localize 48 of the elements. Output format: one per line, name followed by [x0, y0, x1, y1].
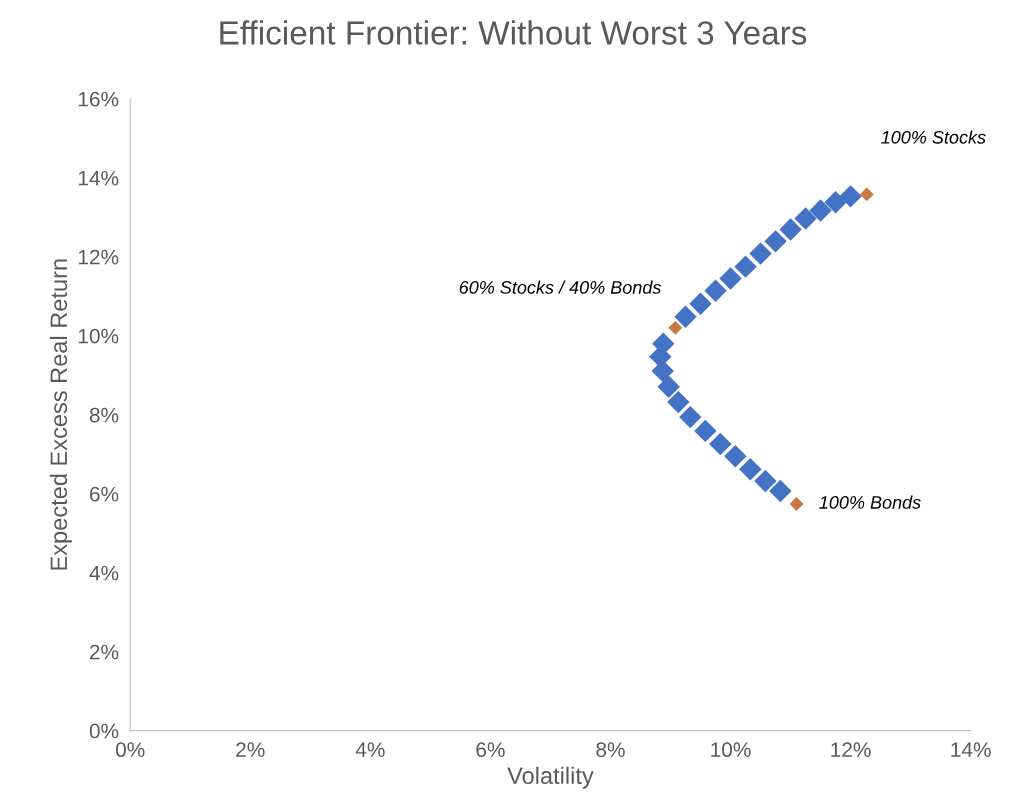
point — [652, 332, 675, 355]
point — [769, 479, 792, 503]
point — [824, 191, 847, 214]
y-tick-label: 14% — [78, 170, 119, 186]
point — [719, 267, 742, 290]
point — [657, 375, 680, 398]
point — [704, 279, 727, 302]
point — [859, 187, 874, 202]
point — [724, 444, 747, 468]
y-tick-label: 12% — [78, 249, 119, 265]
point — [679, 405, 702, 429]
y-axis-title: Expected Excess Real Return — [49, 259, 72, 570]
point — [674, 305, 697, 328]
point — [749, 242, 772, 265]
point — [667, 390, 690, 414]
point — [709, 432, 732, 456]
point — [689, 292, 712, 315]
y-tick-label: 2% — [90, 644, 119, 660]
y-tick-label: 10% — [78, 328, 119, 344]
y-tick-label: 6% — [90, 486, 119, 502]
point — [794, 207, 817, 230]
y-tick-label: 0% — [89, 723, 119, 739]
x-tick-label: 8% — [596, 742, 625, 758]
annotation: 100% Stocks — [881, 130, 986, 144]
point — [839, 185, 862, 208]
y-tick-label: 4% — [89, 565, 119, 581]
y-tick-label: 8% — [89, 407, 119, 423]
x-tick-label: 14% — [951, 742, 991, 757]
chart-title: Efficient Frontier: Without Worst 3 Years — [220, 20, 807, 45]
point — [694, 419, 717, 443]
y-tick-label: 16% — [78, 91, 119, 107]
x-tick-label: 12% — [831, 742, 871, 757]
point — [789, 497, 804, 511]
x-tick-label: 4% — [355, 742, 385, 757]
point — [754, 469, 777, 493]
x-tick-label: 10% — [711, 742, 751, 758]
point — [734, 255, 757, 278]
annotation: 100% Bonds — [819, 495, 921, 509]
point — [668, 320, 683, 335]
point — [809, 199, 832, 222]
point — [764, 230, 787, 253]
x-tick-label: 2% — [236, 742, 265, 757]
x-tick-label: 6% — [476, 742, 505, 758]
x-tick-label: 0% — [115, 742, 145, 758]
point — [739, 458, 762, 481]
point — [779, 218, 802, 241]
annotation: 60% Stocks / 40% Bonds — [459, 280, 662, 294]
x-axis-title: Volatility — [507, 766, 594, 789]
